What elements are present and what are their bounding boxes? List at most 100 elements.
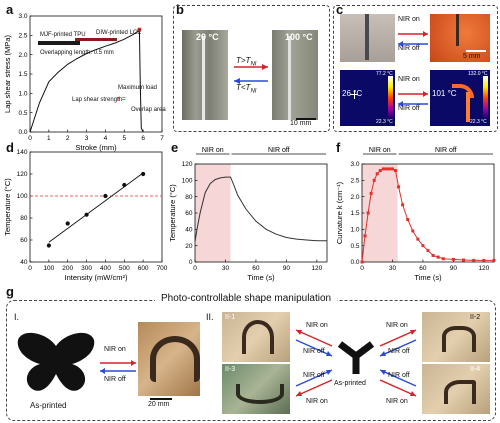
data-point bbox=[472, 258, 476, 262]
y-axis-label: Curvature k (cm⁻¹) bbox=[335, 181, 344, 244]
nir-on-band bbox=[195, 164, 231, 262]
x-tick-label: 120 bbox=[311, 265, 322, 272]
ir-left-max: 77.2 °C bbox=[376, 71, 393, 77]
data-point bbox=[462, 258, 466, 262]
y-tick-label: 100 bbox=[182, 178, 193, 185]
y-tick-label: 100 bbox=[17, 193, 28, 200]
y-tick-label: 120 bbox=[17, 171, 28, 178]
y-tick-label: 1.5 bbox=[18, 71, 27, 78]
nir-off-label-ii2: NIR off bbox=[388, 348, 410, 355]
as-printed-center-label: As-printed bbox=[334, 380, 366, 387]
y-tick-label: 1.0 bbox=[18, 91, 27, 98]
ir-right-temp: 101 °C bbox=[432, 89, 457, 98]
y-axis-label: Lap shear stress (MPa) bbox=[3, 35, 12, 113]
scale-bar-c bbox=[466, 50, 486, 52]
data-point bbox=[482, 258, 486, 262]
photo-b-cold bbox=[182, 30, 228, 120]
data-point bbox=[426, 249, 430, 253]
series-line-temperature bbox=[194, 176, 327, 242]
butterfly-shape bbox=[17, 332, 95, 391]
x-tick-label: 7 bbox=[160, 135, 164, 142]
x-tick-label: 60 bbox=[419, 265, 427, 272]
arrows-c-bottom bbox=[398, 91, 428, 107]
specimen-bar bbox=[38, 41, 80, 45]
temp-low-label: 20 °C bbox=[196, 32, 219, 42]
label-ii-3: II-3 bbox=[225, 366, 236, 373]
x-tick-label: 1 bbox=[47, 135, 51, 142]
specimen-bar-lce bbox=[75, 38, 117, 41]
chart-e: 0 30 60 90 120 0 20 40 60 80 100 120 Time (s) Tempera… bbox=[168, 147, 328, 282]
y-tick-label: 40 bbox=[185, 227, 193, 234]
data-point bbox=[441, 257, 445, 261]
data-point bbox=[394, 169, 398, 173]
panel-label-a: a bbox=[6, 2, 14, 17]
x-tick-label: 5 bbox=[122, 135, 126, 142]
nir-on-text: NIR on bbox=[369, 147, 391, 154]
data-point bbox=[65, 221, 70, 226]
y-tick-label: 20 bbox=[185, 243, 193, 250]
chart-a: 0 1 2 3 4 5 6 7 0.0 0.5 1.0 1.5 2.0 2.5 3.0 Stroke (mm)… bbox=[3, 13, 164, 152]
y-tick-label: 0.5 bbox=[18, 110, 27, 117]
x-axis-label: Time (s) bbox=[414, 273, 442, 282]
chart-d: 0 100 200 300 400 500 600 700 40 60 80 100 120 140 Int… bbox=[3, 149, 168, 282]
x-tick-label: 0 bbox=[193, 265, 197, 272]
data-point bbox=[384, 167, 388, 171]
data-point bbox=[431, 253, 435, 257]
nir-off-label-c2: NIR off bbox=[398, 105, 420, 112]
data-point bbox=[421, 244, 425, 248]
y-tick-label: 60 bbox=[185, 210, 193, 217]
x-tick-label: 300 bbox=[81, 265, 92, 272]
series-line-stress bbox=[29, 28, 144, 133]
nir-on-label-ii4: NIR on bbox=[386, 398, 408, 405]
nir-on-text: NIR on bbox=[202, 147, 224, 154]
ir-left-temp: 26 °C bbox=[342, 89, 363, 98]
x-tick-label: 6 bbox=[141, 135, 145, 142]
data-point bbox=[381, 167, 385, 171]
x-tick-label: 600 bbox=[138, 265, 149, 272]
photo-g-butterfly-folded bbox=[138, 322, 200, 396]
y-tick-label: 2.5 bbox=[350, 178, 359, 185]
data-point bbox=[406, 218, 410, 222]
data-point bbox=[360, 260, 364, 264]
data-point bbox=[390, 167, 394, 171]
data-point bbox=[397, 185, 401, 189]
data-point bbox=[369, 191, 373, 195]
annotation-overlap-area: Overlap area bbox=[131, 107, 166, 113]
panel-b-frame bbox=[173, 5, 330, 132]
panel-c-frame bbox=[333, 5, 498, 132]
y-tick-label: 0.0 bbox=[18, 129, 27, 136]
annotation-overlap: Overlapping length: 0.5 mm bbox=[40, 50, 114, 56]
y-tick-label: 60 bbox=[20, 237, 28, 244]
arrows-b bbox=[234, 64, 268, 84]
data-point bbox=[436, 255, 440, 259]
y-tick-label: 3.0 bbox=[18, 13, 27, 20]
panel-label-b: b bbox=[176, 2, 184, 17]
panel-label-f: f bbox=[336, 140, 341, 155]
temp-high-label: 100 °C bbox=[285, 32, 313, 42]
nir-off-text: NIR off bbox=[268, 147, 290, 154]
nir-off-label-ii3: NIR off bbox=[303, 372, 325, 379]
data-point bbox=[492, 258, 496, 262]
ir-right-max: 132.0 °C bbox=[468, 71, 488, 77]
data-point bbox=[375, 172, 379, 176]
ir-right-min: 22.3 °C bbox=[470, 119, 487, 125]
data-point bbox=[411, 229, 415, 233]
section-one-label: I. bbox=[14, 312, 20, 322]
y-tick-label: 0 bbox=[189, 259, 193, 266]
data-point bbox=[122, 182, 127, 188]
nir-on-label-g1: NIR on bbox=[104, 346, 126, 353]
data-point bbox=[372, 178, 376, 182]
x-tick-label: 2 bbox=[66, 135, 70, 142]
nir-off-label-ii4: NIR off bbox=[388, 372, 410, 379]
scale-bar-g bbox=[150, 398, 172, 400]
y-tick-label: 1.0 bbox=[350, 227, 359, 234]
x-tick-label: 30 bbox=[222, 265, 230, 272]
nir-off-text: NIR off bbox=[435, 147, 457, 154]
panel-label-c: c bbox=[336, 2, 344, 17]
ir-image-left bbox=[340, 70, 395, 126]
y-tick-label: 0.5 bbox=[350, 243, 359, 250]
x-axis-label: Time (s) bbox=[247, 273, 275, 282]
arrows-g1 bbox=[100, 360, 136, 374]
nir-off-label-c: NIR off bbox=[398, 45, 420, 52]
arrow-bot-label: T<TNI bbox=[236, 83, 257, 95]
